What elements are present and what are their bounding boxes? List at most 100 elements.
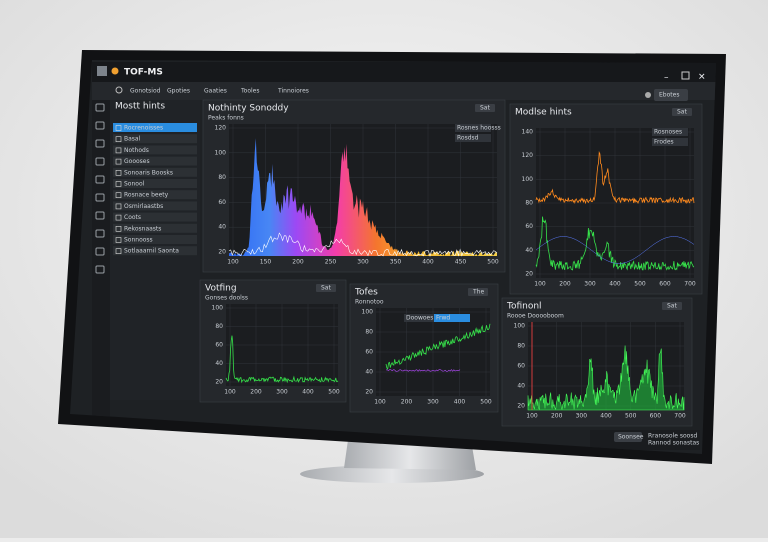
panel-legend: Gonses doolss [205, 295, 248, 302]
y-tick-label: 80 [517, 343, 525, 350]
panel-legend: Roooe Dooooboom [507, 313, 564, 320]
panel-button[interactable] [662, 302, 682, 310]
app-icon [97, 66, 107, 76]
sidebar-item-label: Sonoaris Boosks [124, 169, 173, 176]
close[interactable]: ✕ [698, 73, 706, 83]
sidebar-item[interactable] [113, 167, 197, 177]
toolbar [92, 82, 716, 100]
x-tick-label: 300 [357, 259, 369, 266]
item-icon [115, 136, 122, 142]
sidebar-item-label: Basal [124, 136, 141, 143]
rail-icon[interactable] [95, 175, 105, 184]
sidebar-item[interactable] [113, 201, 197, 211]
rail-icon[interactable] [95, 121, 105, 130]
tag[interactable] [455, 134, 491, 142]
rail-icon[interactable] [95, 211, 105, 220]
sidebar-item-label: Goooses [124, 158, 150, 165]
rail-icon[interactable] [95, 103, 105, 112]
settings-icon[interactable] [645, 92, 651, 98]
toolbar-button-label: Ebotes [659, 92, 679, 99]
status-button-label: Soonsee [618, 434, 644, 441]
y-tick-label: 60 [517, 363, 525, 370]
item-icon [115, 248, 122, 254]
sidebar-item[interactable] [113, 156, 197, 166]
x-tick-label: 100 [374, 399, 386, 406]
y-tick-label: 20 [517, 403, 525, 410]
sidebar-item[interactable] [113, 145, 197, 155]
menu-item[interactable]: Gaaties [204, 88, 227, 95]
spectrum [225, 335, 339, 384]
y-tick-label: 140 [522, 129, 534, 136]
panel-title: Tofes [354, 288, 378, 298]
menu: Gonotsiod Gpoties Gaaties Tooles Tinnoiores [130, 88, 309, 95]
tag-label: Doowoes [406, 315, 433, 322]
spectrum [385, 323, 491, 370]
sidebar-item[interactable] [113, 179, 197, 188]
y-tick-label: 60 [365, 349, 373, 356]
tag[interactable] [652, 138, 688, 146]
panel-button[interactable] [316, 284, 336, 292]
y-tick-label: 20 [525, 271, 533, 278]
menu-item[interactable]: Tinnoiores [277, 88, 309, 95]
tag[interactable] [652, 128, 688, 136]
sidebar-item[interactable] [113, 123, 197, 132]
x-tick-label: 200 [292, 259, 304, 266]
y-tick-label: 20 [218, 249, 226, 256]
screen: TOF-MS – ✕ Gonotsiod Gpoties Gaaties Tooles… [70, 60, 716, 454]
tag[interactable] [434, 314, 470, 322]
tag-label: Rosnes hoosss [457, 125, 501, 132]
search-icon[interactable] [115, 86, 123, 94]
spectrum [535, 150, 695, 205]
rail-icon[interactable] [95, 193, 105, 202]
rail-icon[interactable] [95, 247, 105, 256]
rail-icon[interactable] [95, 139, 105, 148]
rail-icon[interactable] [95, 265, 105, 274]
y-tick-label: 40 [215, 360, 223, 367]
panel-title: Modlse hints [515, 108, 572, 118]
tag[interactable] [404, 314, 440, 322]
minimize[interactable]: – [664, 73, 669, 83]
sidebar-item[interactable] [113, 223, 197, 233]
sidebar-item[interactable] [113, 190, 197, 200]
sidebar-item-label: Coots [124, 214, 141, 221]
spectrum [527, 345, 685, 411]
status-button[interactable] [614, 432, 642, 442]
maximize[interactable] [681, 71, 690, 80]
panel-button[interactable] [468, 288, 488, 296]
x-tick-label: 600 [659, 281, 671, 288]
toolbar-button[interactable] [654, 89, 688, 101]
sidebar-item-label: Rekosnaasts [124, 225, 161, 232]
sidebar-item[interactable] [113, 212, 197, 222]
x-tick-label: 350 [390, 259, 402, 266]
app-title: TOF-MS [124, 68, 163, 78]
panel-button[interactable] [672, 108, 692, 116]
sidebar-item[interactable] [113, 134, 197, 144]
x-tick-label: 450 [455, 259, 467, 266]
sidebar-items: Rocrenoisses Basal Nothods Goooses Sonoaris … [113, 123, 197, 256]
panel-button[interactable] [475, 104, 495, 112]
spectrum [228, 232, 498, 257]
rail-icon[interactable] [95, 229, 105, 238]
x-tick-label: 200 [551, 413, 563, 420]
menu-item[interactable]: Gonotsiod [130, 88, 161, 95]
rail-icon[interactable] [95, 157, 105, 166]
item-icon [115, 170, 122, 176]
y-tick-label: 80 [525, 200, 533, 207]
menu-item[interactable]: Gpoties [167, 88, 190, 95]
tag[interactable] [455, 124, 491, 132]
x-tick-label: 300 [576, 413, 588, 420]
y-tick-label: 100 [362, 309, 374, 316]
panel: Nothinty Sonoddy Sat Peaks fonns 120 100 80 60… [202, 99, 506, 273]
y-tick-label: 40 [517, 383, 525, 390]
y-tick-label: 40 [365, 369, 373, 376]
panel-button-label: Sat [667, 303, 677, 310]
y-tick-label: 60 [218, 199, 226, 206]
menu-item[interactable]: Tooles [240, 88, 259, 95]
sidebar-item[interactable] [113, 235, 197, 244]
status-note: Rranosole soosd [648, 433, 697, 440]
sidebar-item[interactable] [113, 246, 197, 256]
x-tick-label: 500 [480, 399, 492, 406]
